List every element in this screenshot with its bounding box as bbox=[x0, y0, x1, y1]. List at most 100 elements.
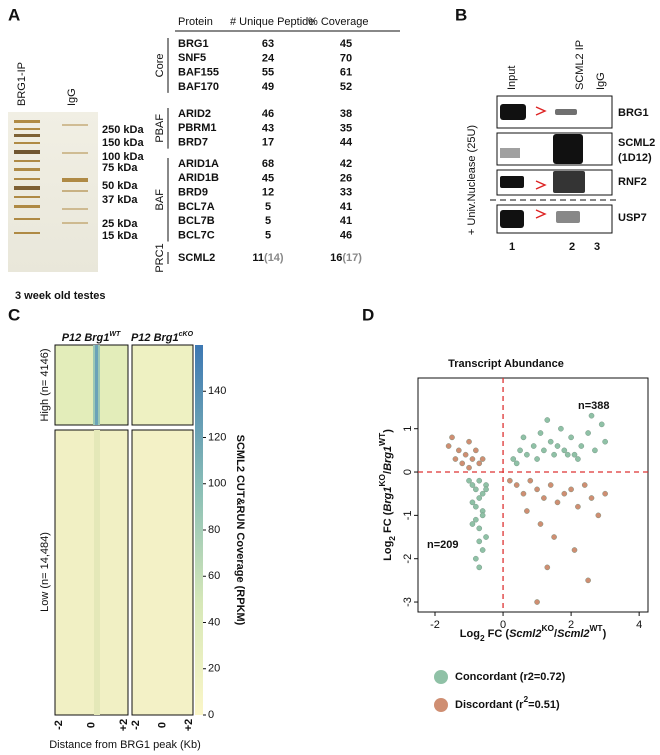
scatter-point bbox=[551, 534, 557, 540]
coverage: 16(17) bbox=[330, 252, 362, 264]
heatmaps bbox=[54, 344, 194, 716]
lane-label: BRG1-IP bbox=[16, 62, 28, 106]
scatter-point bbox=[513, 482, 520, 488]
lane-number: 1 bbox=[509, 241, 515, 253]
colorbar-tick-label: 80 bbox=[208, 524, 220, 536]
colorbar-tick-label: 60 bbox=[208, 570, 220, 582]
scatter-point bbox=[473, 447, 479, 454]
coverage-value: 33 bbox=[340, 187, 352, 199]
scatter-point bbox=[520, 434, 527, 441]
scatter-point bbox=[568, 434, 574, 441]
size-marker: 75 kDa bbox=[102, 162, 138, 174]
coverage: 45 bbox=[340, 38, 352, 50]
size-marker: 250 kDa bbox=[102, 124, 144, 136]
plot-frame bbox=[417, 377, 649, 613]
text-part: 2 bbox=[523, 694, 528, 704]
gel-image bbox=[8, 112, 98, 272]
lane-label: SCML2 IP bbox=[574, 40, 586, 90]
text-part: WT bbox=[109, 331, 121, 338]
scatter-point bbox=[534, 486, 540, 493]
x-tick-label: 0 bbox=[500, 619, 506, 631]
peptides: 5 bbox=[265, 215, 271, 227]
scatter-point bbox=[554, 443, 561, 449]
scatter-point bbox=[571, 451, 578, 458]
scatter-point bbox=[520, 490, 527, 497]
protein: PBRM1 bbox=[178, 122, 217, 134]
coverage: 61 bbox=[340, 67, 352, 79]
blot-label: USP7 bbox=[618, 212, 647, 224]
text-part: KO bbox=[377, 473, 387, 486]
size-marker: 15 kDa bbox=[102, 230, 138, 242]
text-part: 2 bbox=[387, 536, 397, 541]
x-tick-label: +2 bbox=[183, 719, 195, 732]
scatter-point bbox=[602, 490, 608, 497]
x-tick-label: -2 bbox=[130, 720, 142, 730]
size-marker: 37 kDa bbox=[102, 194, 138, 206]
text-part: =0.51) bbox=[528, 699, 560, 711]
scatter-point bbox=[466, 438, 472, 445]
scatter-point bbox=[476, 495, 483, 501]
text-part: Log bbox=[460, 628, 480, 640]
panel-letter: C bbox=[8, 305, 20, 324]
protein: BAF155 bbox=[178, 67, 219, 79]
blot-sublabel: (1D12) bbox=[618, 152, 652, 164]
coverage: 35 bbox=[340, 122, 352, 134]
scatter-point bbox=[469, 499, 476, 506]
peptide-count: 43 bbox=[262, 122, 274, 134]
protein: SCML2 bbox=[178, 252, 215, 264]
scatter-point bbox=[513, 460, 520, 467]
column-header: P12 Brg1WT bbox=[62, 331, 121, 344]
y-axis-label: Log2 FC (Brg1KO/Brg1WT) bbox=[377, 429, 397, 561]
peptide-count: 5 bbox=[265, 201, 271, 213]
group-label: Core bbox=[154, 54, 166, 78]
legend-swatch bbox=[434, 698, 448, 712]
scatter-point bbox=[483, 534, 489, 540]
peptides: 12 bbox=[262, 187, 274, 199]
group-label: BAF bbox=[154, 189, 166, 211]
scatter-point bbox=[541, 495, 547, 501]
colorbar-tick-label: 20 bbox=[208, 663, 220, 675]
x-axis-label: Log2 FC (Scml2KO/Scml2WT) bbox=[460, 623, 607, 643]
table-header: % Coverage bbox=[308, 16, 369, 28]
scatter-point bbox=[473, 516, 479, 523]
western-blots bbox=[490, 95, 620, 234]
coverage: 33 bbox=[340, 187, 352, 199]
text-part: P12 Brg1 bbox=[62, 332, 110, 344]
scatter-point bbox=[534, 456, 540, 462]
coverage: 70 bbox=[340, 52, 352, 64]
y-tick-label: 1 bbox=[402, 426, 414, 432]
protein: BRD7 bbox=[178, 137, 208, 149]
peptide-count: 68 bbox=[262, 158, 274, 170]
colorbar bbox=[195, 345, 203, 715]
row-label: Low (n= 14,484) bbox=[39, 532, 51, 612]
y-tick-label: -2 bbox=[402, 554, 414, 564]
colorbar-tick-label: 40 bbox=[208, 616, 220, 628]
peptides: 55 bbox=[262, 67, 274, 79]
scatter-point bbox=[530, 443, 537, 449]
protein: BRD9 bbox=[178, 187, 208, 199]
protein: BRG1 bbox=[178, 38, 209, 50]
scatter-point bbox=[479, 456, 486, 462]
protein: BCL7C bbox=[178, 229, 215, 241]
colorbar-tick-label: 0 bbox=[208, 709, 214, 721]
text-part: KO bbox=[541, 623, 554, 633]
table-header: # Unique Peptide bbox=[230, 16, 314, 28]
coverage-value: 61 bbox=[340, 67, 352, 79]
scatter-point bbox=[445, 443, 452, 449]
size-marker: 100 kDa bbox=[102, 151, 144, 163]
coverage: 41 bbox=[340, 201, 352, 213]
x-tick-label: 4 bbox=[636, 619, 642, 631]
lane-label: IgG bbox=[595, 72, 607, 90]
peptide-count: 17 bbox=[262, 137, 274, 149]
peptide-count: 46 bbox=[262, 108, 274, 120]
x-tick-label: 0 bbox=[85, 722, 97, 728]
table-header: Protein bbox=[178, 16, 213, 28]
scatter-point bbox=[588, 412, 595, 419]
scatter-point bbox=[575, 456, 581, 462]
peptides: 49 bbox=[262, 81, 274, 93]
scatter-point bbox=[585, 577, 591, 584]
peptides: 43 bbox=[262, 122, 274, 134]
coverage-value: 41 bbox=[340, 215, 352, 227]
scatter-point bbox=[479, 547, 486, 553]
scatter-point bbox=[558, 425, 564, 432]
